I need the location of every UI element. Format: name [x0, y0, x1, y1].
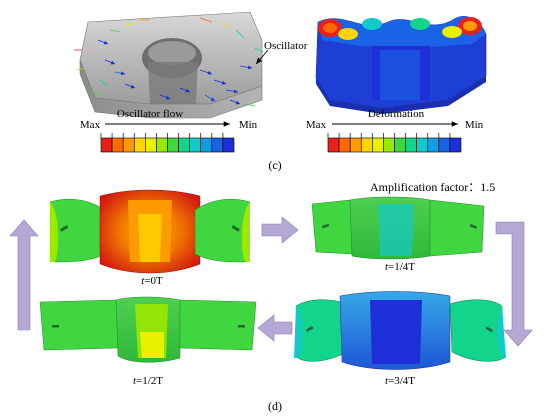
- flow-colorbar-swatch: [122, 137, 135, 153]
- state-t1-2-label: t=1/2T: [133, 375, 163, 387]
- state-t1-2-model: [39, 296, 257, 363]
- flow-colorbar-swatch: [200, 137, 213, 153]
- flow-legend-max: Max: [80, 119, 101, 131]
- panel-c-label: (c): [268, 158, 281, 172]
- state-t3-4-label: t=3/4T: [385, 375, 415, 387]
- deform-legend-max: Max: [306, 119, 327, 131]
- deformation-colorbar-swatch: [405, 137, 417, 153]
- deformation-colorbar-swatch: [383, 137, 395, 153]
- flow-colorbar: [100, 133, 235, 153]
- deformation-legend: Deformation Max Min: [306, 108, 484, 153]
- oscillator-callout-line: [255, 49, 269, 65]
- state-t3-4-model: [294, 291, 506, 370]
- arrow-t1-4-to-t3-4: [495, 221, 533, 347]
- deform-legend-title: Deformation: [368, 108, 425, 120]
- deformation-colorbar-swatch: [372, 137, 384, 153]
- deformation-model: [315, 16, 487, 114]
- oscillator-callout-label: Oscillator: [264, 40, 308, 52]
- state-t1-4-model: [311, 196, 485, 260]
- flow-legend-title: Oscillator flow: [117, 108, 183, 120]
- state-t1-4-label: t=1/4T: [385, 261, 415, 273]
- flow-colorbar-swatch: [133, 137, 146, 153]
- oscillator-flow-legend: Oscillator flow Max Min: [80, 108, 258, 153]
- panel-d: Amplification factor：1.5 t=0T t=1/4T: [9, 180, 533, 413]
- flow-colorbar-swatch: [100, 137, 113, 153]
- arrow-t0-to-t1-4: [261, 216, 299, 244]
- deformation-colorbar-swatch: [394, 137, 406, 153]
- flow-colorbar-swatch: [178, 137, 190, 153]
- deformation-colorbar-swatch: [338, 137, 351, 153]
- state-t0-label: t=0T: [141, 275, 163, 287]
- flow-colorbar-swatch: [222, 137, 235, 153]
- cycle-arrows: [9, 216, 533, 347]
- deformation-colorbar: [327, 133, 462, 153]
- deform-legend-min: Min: [465, 119, 484, 131]
- deformation-colorbar-swatch: [427, 137, 440, 153]
- deformation-colorbar-swatch: [416, 137, 429, 153]
- amplification-factor-label: Amplification factor：1.5: [370, 180, 495, 194]
- flow-legend-min: Min: [239, 119, 258, 131]
- deformation-colorbar-swatch: [438, 137, 451, 153]
- state-t0-model: [49, 189, 251, 274]
- flow-colorbar-swatch: [111, 137, 124, 153]
- flow-colorbar-swatch: [145, 137, 157, 153]
- panel-d-label: (d): [268, 399, 282, 413]
- arrow-t1-2-to-t0: [9, 219, 39, 331]
- flow-colorbar-swatch: [211, 137, 224, 153]
- flow-vectors: [74, 17, 264, 107]
- arrow-t3-4-to-t1-2: [257, 314, 293, 342]
- flow-colorbar-swatch: [189, 137, 202, 153]
- deformation-colorbar-swatch: [449, 137, 462, 153]
- flow-colorbar-swatch: [156, 137, 168, 153]
- deformation-colorbar-swatch: [327, 137, 340, 153]
- panel-c: Oscillator Oscillator flow Max Min: [74, 11, 487, 172]
- deformation-colorbar-swatch: [360, 137, 373, 153]
- oscillator-flow-model: [74, 11, 269, 119]
- flow-colorbar-swatch: [167, 137, 179, 153]
- deformation-colorbar-swatch: [349, 137, 362, 153]
